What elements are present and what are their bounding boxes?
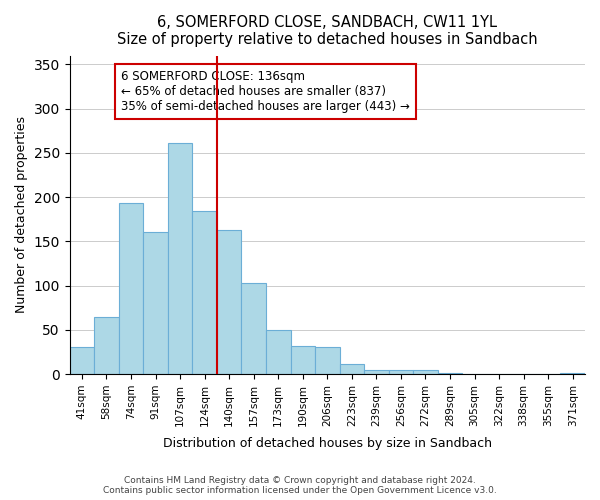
Bar <box>340 364 364 374</box>
Bar <box>438 373 462 374</box>
Bar <box>413 370 438 374</box>
Bar <box>70 348 94 374</box>
Bar <box>193 211 217 374</box>
Bar <box>143 232 168 374</box>
Text: Contains HM Land Registry data © Crown copyright and database right 2024.
Contai: Contains HM Land Registry data © Crown c… <box>103 476 497 495</box>
Bar <box>364 370 389 374</box>
Y-axis label: Number of detached properties: Number of detached properties <box>15 116 28 314</box>
Bar <box>241 283 266 374</box>
Bar <box>315 348 340 374</box>
Bar <box>94 316 119 374</box>
Bar <box>290 346 315 374</box>
Bar <box>266 330 290 374</box>
Bar <box>168 143 193 374</box>
Bar <box>119 204 143 374</box>
Bar <box>217 230 241 374</box>
X-axis label: Distribution of detached houses by size in Sandbach: Distribution of detached houses by size … <box>163 437 492 450</box>
Title: 6, SOMERFORD CLOSE, SANDBACH, CW11 1YL
Size of property relative to detached hou: 6, SOMERFORD CLOSE, SANDBACH, CW11 1YL S… <box>117 15 538 48</box>
Text: 6 SOMERFORD CLOSE: 136sqm
← 65% of detached houses are smaller (837)
35% of semi: 6 SOMERFORD CLOSE: 136sqm ← 65% of detac… <box>121 70 410 113</box>
Bar <box>560 373 585 374</box>
Bar <box>389 370 413 374</box>
